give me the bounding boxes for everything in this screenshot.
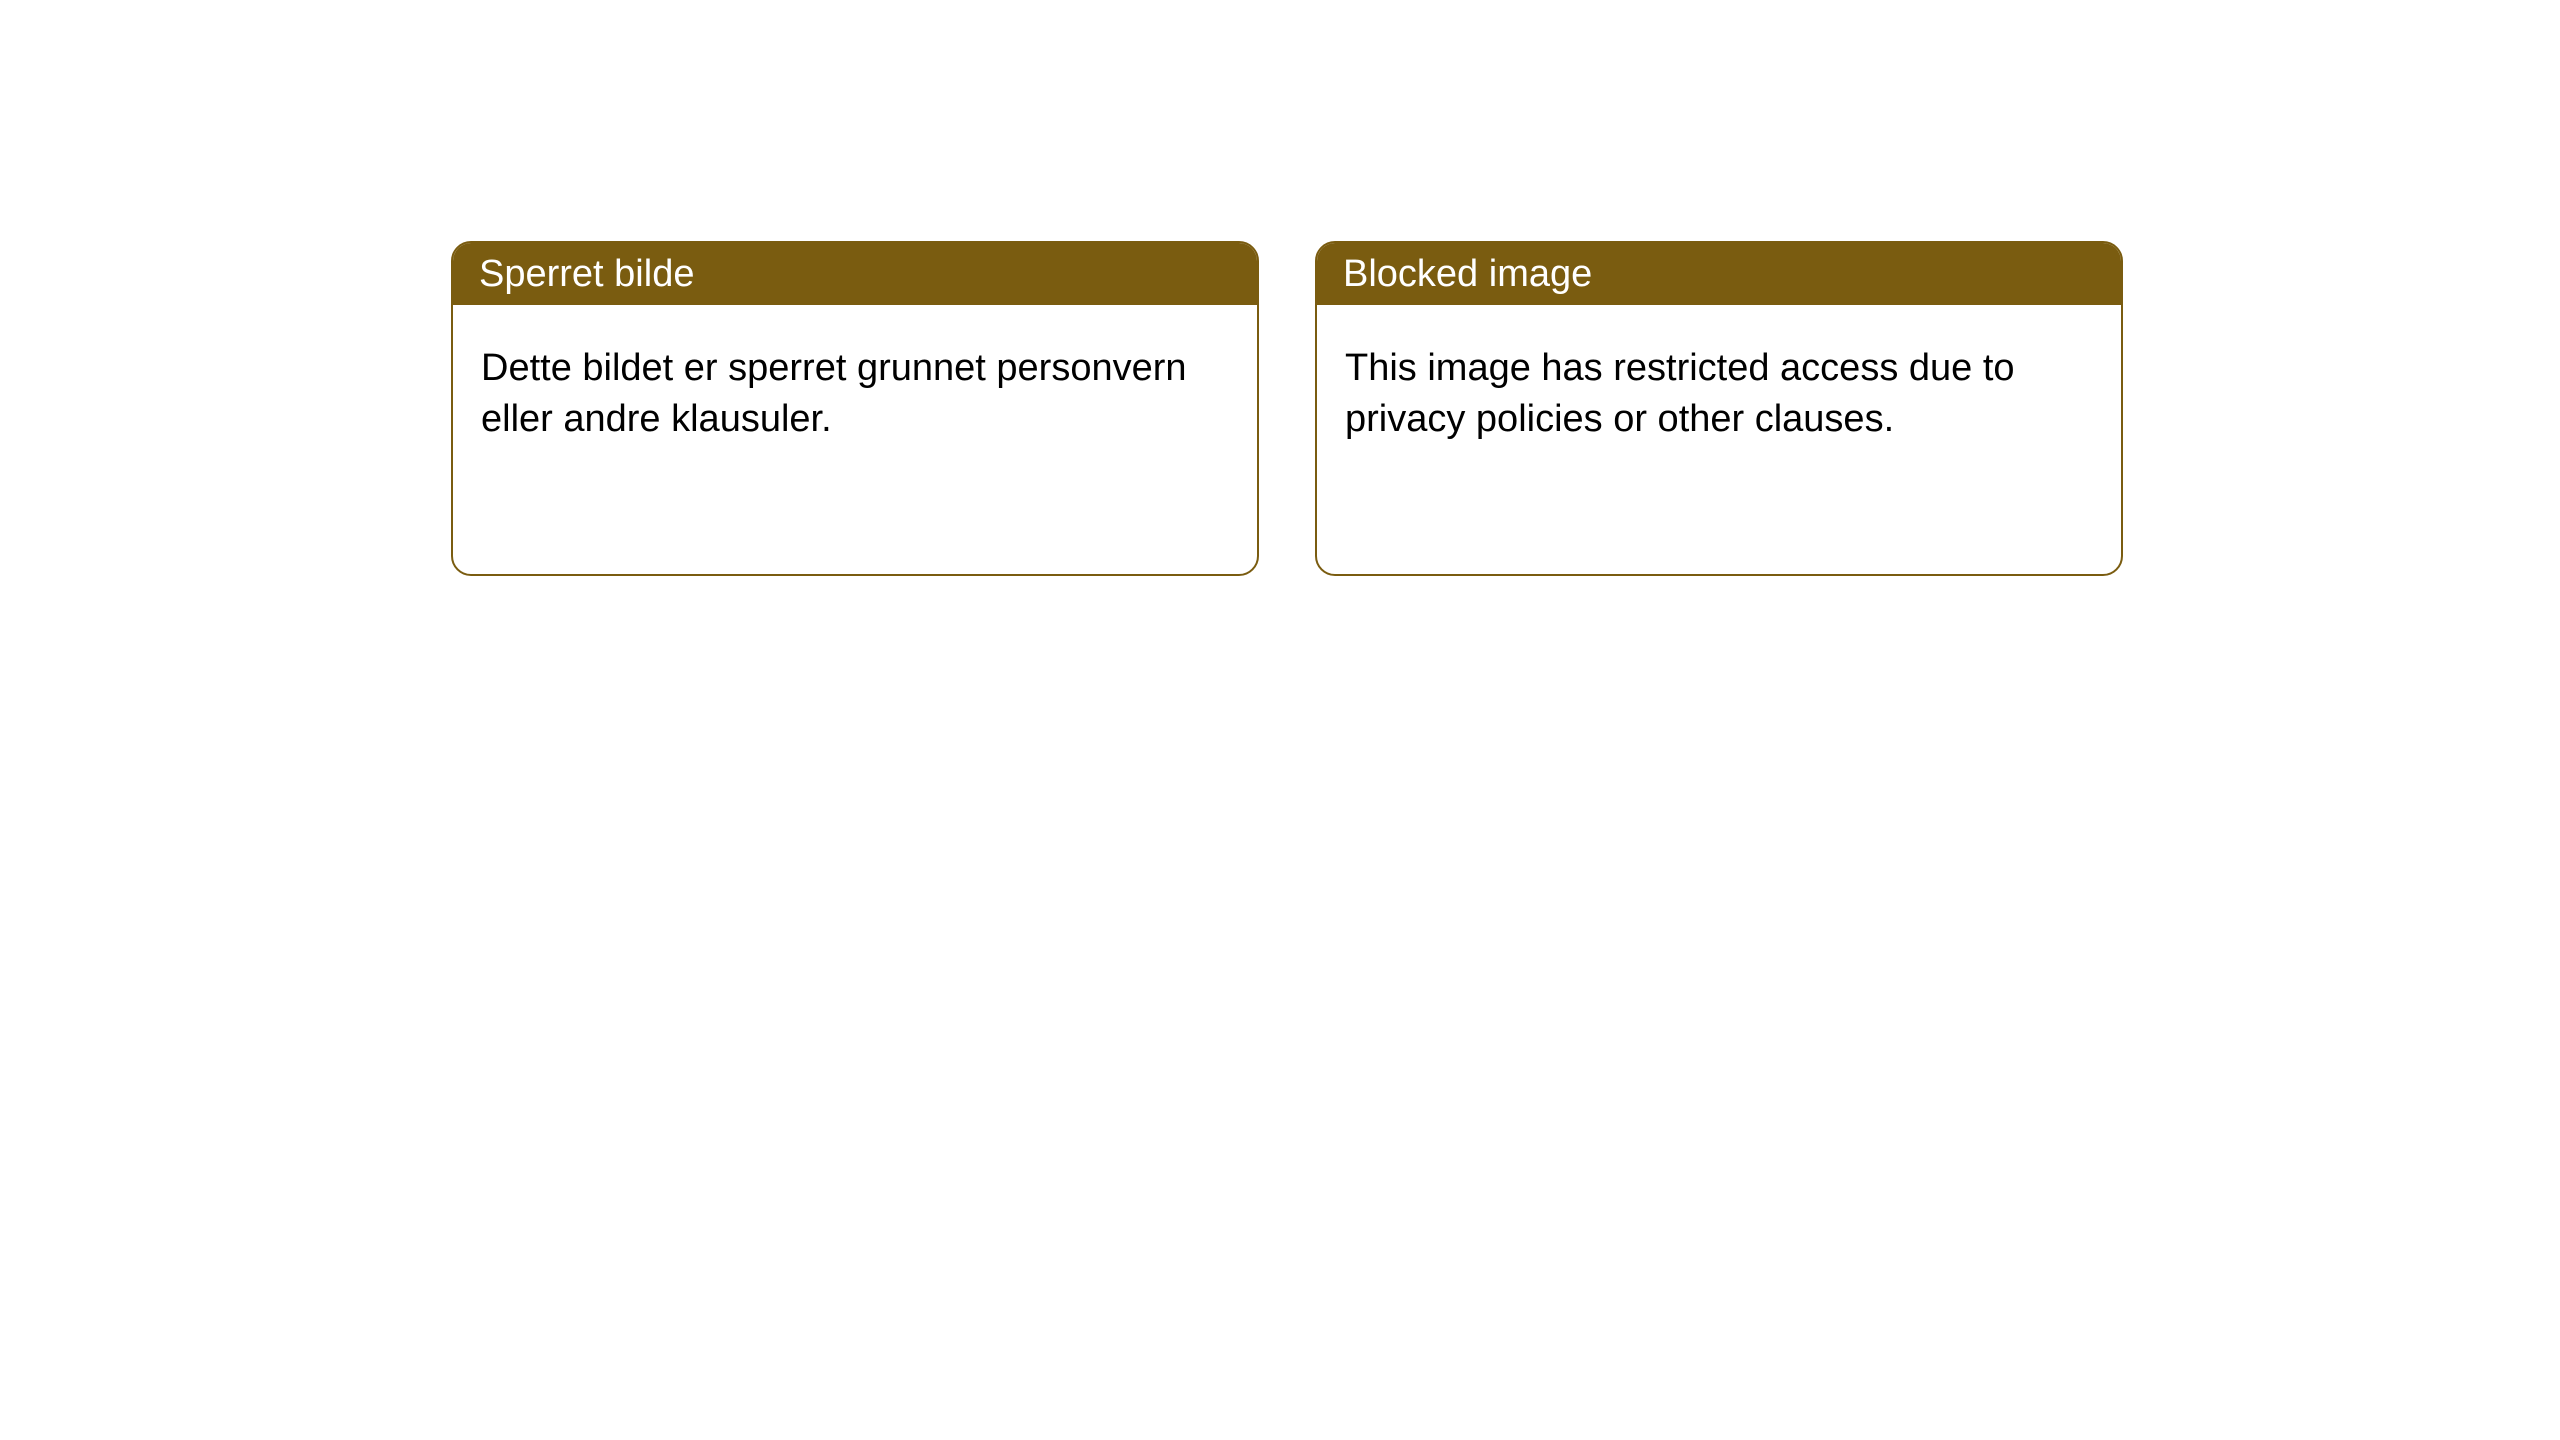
notice-card-no: Sperret bilde Dette bildet er sperret gr…	[451, 241, 1259, 576]
card-body-text: Dette bildet er sperret grunnet personve…	[481, 347, 1187, 440]
cards-container: Sperret bilde Dette bildet er sperret gr…	[0, 0, 2560, 576]
card-body: This image has restricted access due to …	[1317, 305, 2121, 484]
card-title: Sperret bilde	[479, 253, 694, 296]
card-body: Dette bildet er sperret grunnet personve…	[453, 305, 1257, 484]
card-header: Sperret bilde	[453, 243, 1257, 305]
card-body-text: This image has restricted access due to …	[1345, 347, 2015, 440]
notice-card-en: Blocked image This image has restricted …	[1315, 241, 2123, 576]
card-header: Blocked image	[1317, 243, 2121, 305]
card-title: Blocked image	[1343, 253, 1592, 296]
